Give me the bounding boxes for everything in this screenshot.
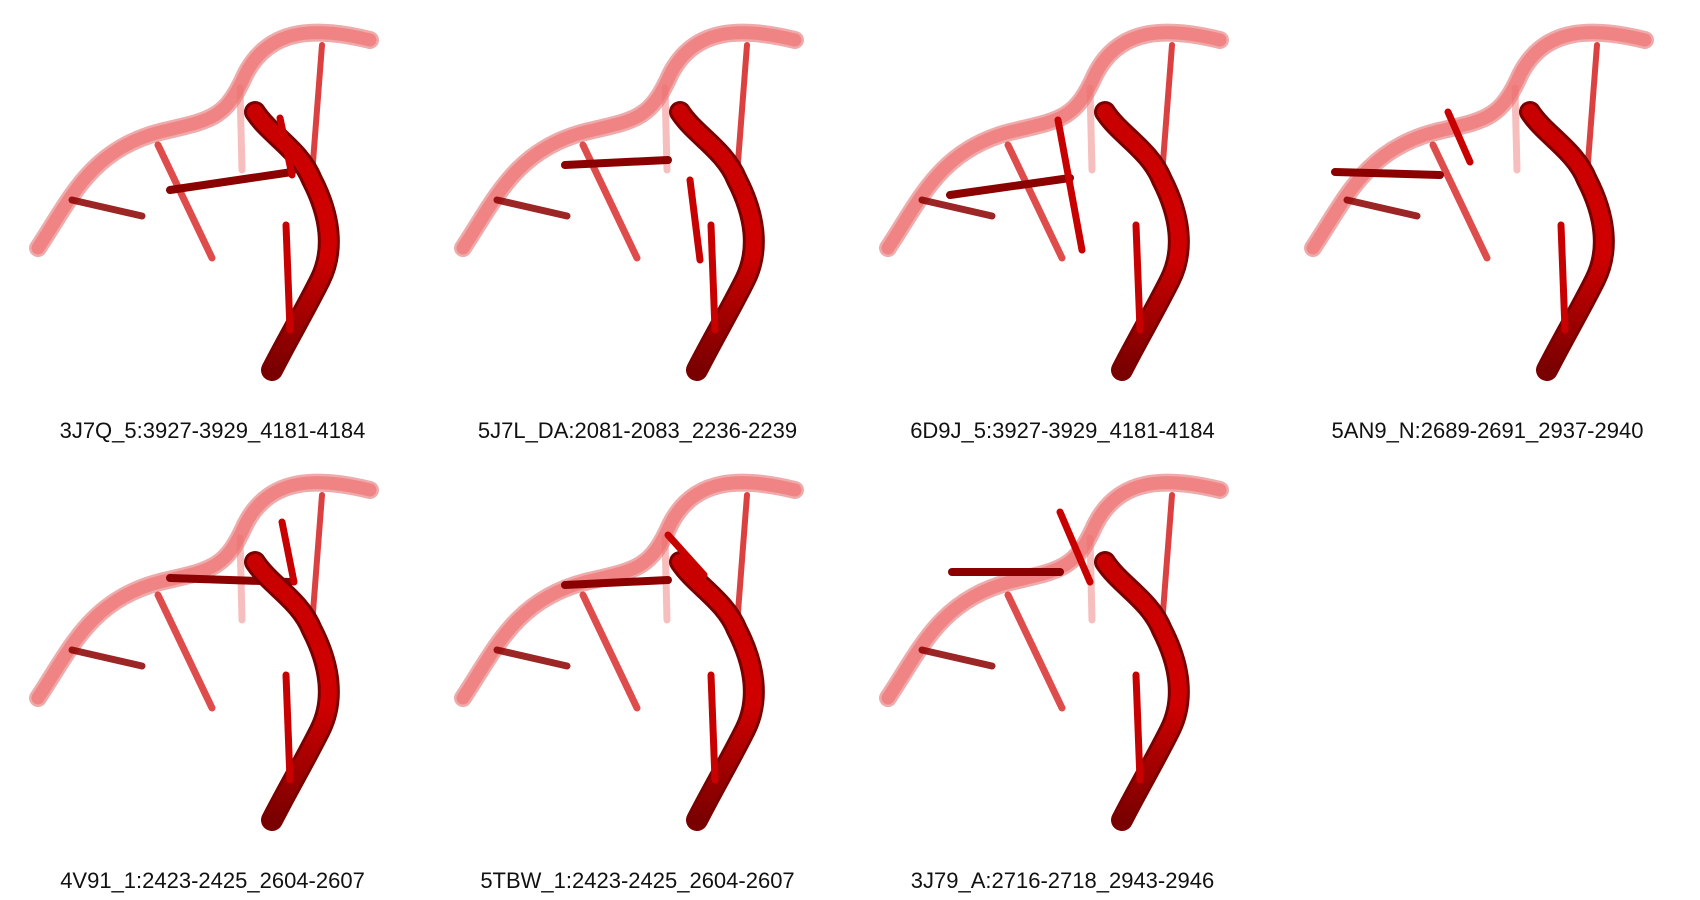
structure-panel: 3J79_A:2716-2718_2943-2946 (850, 450, 1275, 900)
base-pair-rung (734, 492, 750, 628)
base-pair-rung (493, 196, 571, 220)
structure-panel: 3J7Q_5:3927-3929_4181-4184 (0, 0, 425, 450)
backbone-strand-dark (672, 554, 762, 828)
base-pair-rung (1557, 221, 1569, 334)
base-pair-rung (664, 531, 708, 579)
base-pair-rung (154, 141, 216, 262)
base-pair-rung (309, 492, 325, 628)
rna-motif-render (879, 23, 1229, 381)
backbone-strand-dark (672, 104, 762, 378)
structure-caption: 3J7Q_5:3927-3929_4181-4184 (59, 418, 366, 443)
base-pair-rung (707, 671, 719, 784)
backbone-strand-light (456, 476, 802, 705)
structure-caption: 5AN9_N:2689-2691_2937-2940 (1331, 418, 1644, 443)
structure-panel: 4V91_1:2423-2425_2604-2607 (0, 450, 425, 900)
structure-caption: 5J7L_DA:2081-2083_2236-2239 (477, 418, 798, 443)
base-pair-rung (1429, 141, 1491, 262)
base-pair-rung (236, 84, 246, 174)
backbone-strand-light (31, 476, 377, 705)
backbone-strand-dark (1097, 554, 1187, 828)
backbone-strand-dark (247, 554, 337, 828)
base-pair-rung (1054, 116, 1086, 254)
backbone-strand-light (456, 26, 802, 255)
base-pair-rung (493, 646, 571, 670)
backbone-strand-light (881, 476, 1227, 705)
backbone-strand-dark (1097, 104, 1187, 378)
base-pair-rung (579, 591, 641, 712)
base-pair-rung (166, 168, 296, 194)
structure-panel: 5J7L_DA:2081-2083_2236-2239 (425, 0, 850, 450)
base-pair-rung (1004, 141, 1066, 262)
base-pair-rung (68, 646, 146, 670)
base-pair-rung (68, 196, 146, 220)
base-pair-rung (1004, 591, 1066, 712)
base-pair-rung (1159, 492, 1175, 628)
base-pair-rung (154, 591, 216, 712)
base-pair-rung (946, 174, 1074, 199)
base-pair-rung (282, 671, 294, 784)
base-pair-rung (1132, 221, 1144, 334)
rna-motif-render (454, 473, 804, 831)
base-pair-rung (1056, 508, 1094, 586)
base-pair-rung (1086, 84, 1096, 174)
base-pair-rung (707, 221, 719, 334)
base-pair-rung (282, 221, 294, 334)
base-pair-rung (309, 42, 325, 178)
base-pair-rung (561, 576, 672, 589)
base-pair-rung (918, 646, 996, 670)
base-pair-rung (918, 196, 996, 220)
structure-panel: 6D9J_5:3927-3929_4181-4184 (850, 0, 1275, 450)
structure-caption: 4V91_1:2423-2425_2604-2607 (60, 868, 365, 893)
base-pair-rung (1444, 108, 1474, 166)
backbone-strand-light (1306, 26, 1652, 255)
base-pair-rung (1331, 168, 1444, 179)
base-pair-rung (278, 518, 298, 586)
base-pair-rung (561, 156, 672, 169)
structure-panel: 5TBW_1:2423-2425_2604-2607 (425, 450, 850, 900)
base-pair-rung (1584, 42, 1600, 178)
rna-motif-render (1304, 23, 1654, 381)
base-pair-rung (734, 42, 750, 178)
base-pair-rung (276, 114, 296, 179)
structure-caption: 5TBW_1:2423-2425_2604-2607 (480, 868, 795, 893)
rna-motif-render (454, 23, 804, 381)
base-pair-rung (1159, 42, 1175, 178)
structure-panel: 5AN9_N:2689-2691_2937-2940 (1275, 0, 1700, 450)
structure-caption: 6D9J_5:3927-3929_4181-4184 (910, 418, 1215, 443)
rna-motif-render (879, 473, 1229, 831)
base-pair-rung (1511, 84, 1521, 174)
backbone-strand-light (31, 26, 377, 255)
structure-caption: 3J79_A:2716-2718_2943-2946 (910, 868, 1215, 893)
backbone-strand-dark (1522, 104, 1612, 378)
base-pair-rung (1343, 196, 1421, 220)
base-pair-rung (686, 176, 704, 264)
rna-motif-render (29, 473, 379, 831)
rna-motif-render (29, 23, 379, 381)
base-pair-rung (1132, 671, 1144, 784)
